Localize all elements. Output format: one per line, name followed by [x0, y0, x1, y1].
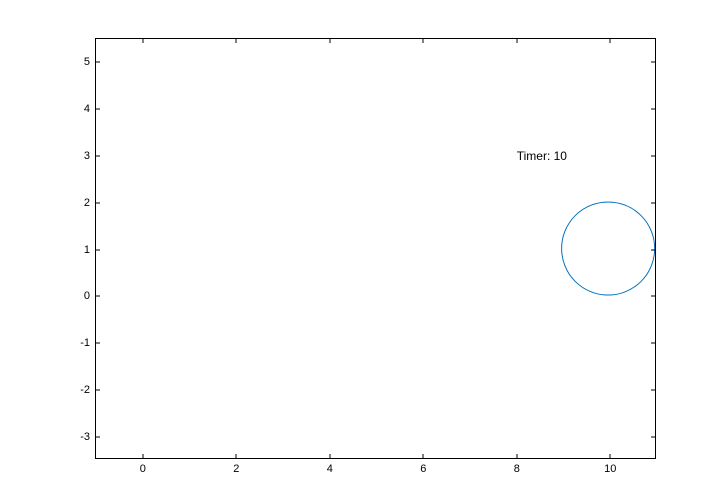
ytick-mark — [651, 249, 655, 250]
ytick-mark — [651, 296, 655, 297]
ytick-mark — [96, 249, 100, 250]
ytick-mark — [651, 202, 655, 203]
ytick-mark — [651, 62, 655, 63]
ytick-label: -2 — [60, 384, 90, 396]
xtick-mark — [142, 454, 143, 458]
xtick-label: 10 — [595, 463, 625, 475]
xtick-mark — [423, 454, 424, 458]
xtick-mark — [516, 454, 517, 458]
ytick-mark — [651, 436, 655, 437]
ytick-mark — [96, 155, 100, 156]
xtick-mark — [329, 39, 330, 43]
xtick-mark — [236, 39, 237, 43]
axes: Timer: 10 -3-2-10123450246810 — [95, 38, 656, 459]
ytick-mark — [651, 343, 655, 344]
ytick-label: 2 — [60, 197, 90, 209]
ytick-mark — [96, 436, 100, 437]
xtick-mark — [236, 454, 237, 458]
xtick-mark — [610, 454, 611, 458]
ytick-mark — [651, 109, 655, 110]
ytick-mark — [651, 389, 655, 390]
timer-label: Timer: 10 — [517, 149, 567, 163]
ytick-label: -3 — [60, 431, 90, 443]
ytick-label: 5 — [60, 56, 90, 68]
plot-area — [96, 39, 655, 458]
xtick-mark — [516, 39, 517, 43]
ytick-label: 3 — [60, 150, 90, 162]
figure: Timer: 10 -3 -2 -1 0 1 2 3 4 5 0 2 4 6 8 10 — [0, 0, 726, 503]
xtick-mark — [423, 39, 424, 43]
xtick-mark — [329, 454, 330, 458]
xtick-label: 6 — [408, 463, 438, 475]
xtick-mark — [610, 39, 611, 43]
ytick-label: -1 — [60, 337, 90, 349]
xtick-label: 2 — [221, 463, 251, 475]
ytick-mark — [96, 62, 100, 63]
ytick-mark — [96, 202, 100, 203]
ytick-mark — [651, 155, 655, 156]
ytick-label: 0 — [60, 290, 90, 302]
ytick-mark — [96, 296, 100, 297]
ytick-mark — [96, 109, 100, 110]
circle-marker — [562, 202, 655, 295]
ytick-label: 1 — [60, 244, 90, 256]
ytick-mark — [96, 343, 100, 344]
xtick-label: 0 — [128, 463, 158, 475]
ytick-mark — [96, 389, 100, 390]
xtick-label: 8 — [502, 463, 532, 475]
xtick-mark — [142, 39, 143, 43]
xtick-label: 4 — [315, 463, 345, 475]
ytick-label: 4 — [60, 103, 90, 115]
